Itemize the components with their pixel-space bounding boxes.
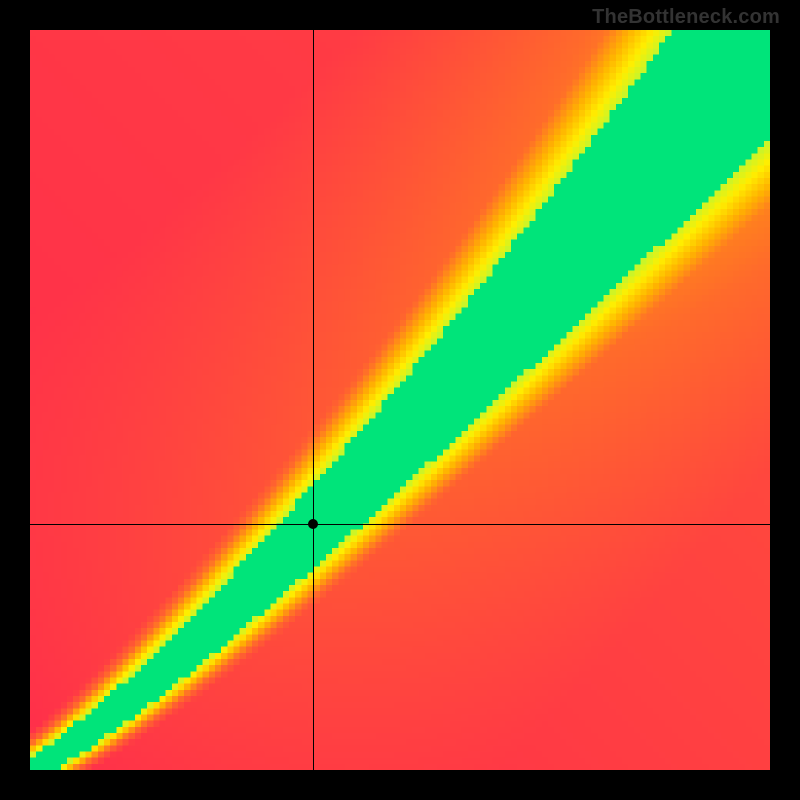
chart-wrapper: TheBottleneck.com bbox=[0, 0, 800, 800]
crosshair-marker bbox=[308, 519, 318, 529]
bottleneck-heatmap bbox=[30, 30, 770, 770]
crosshair-vertical bbox=[313, 30, 314, 770]
crosshair-horizontal bbox=[30, 524, 770, 525]
watermark-text: TheBottleneck.com bbox=[592, 6, 780, 29]
